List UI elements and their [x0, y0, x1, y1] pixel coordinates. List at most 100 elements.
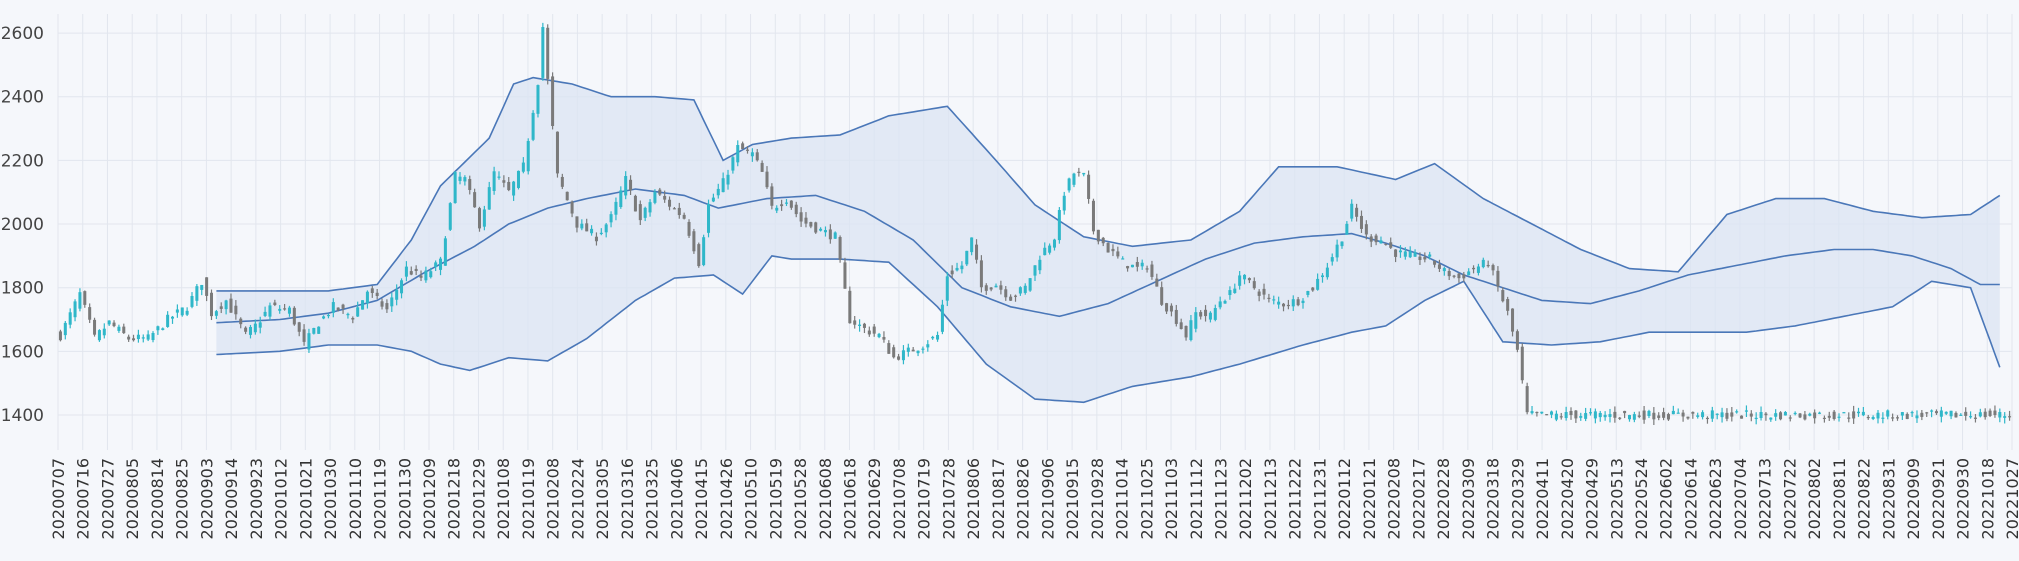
candle-body: [1067, 178, 1071, 191]
candle-body: [970, 237, 974, 253]
candle-body: [1009, 296, 1013, 301]
candle-body: [1179, 322, 1183, 329]
candle-body: [984, 285, 988, 291]
x-tick-label: 20220722: [1780, 458, 1799, 539]
candle-body: [833, 232, 837, 239]
x-tick-label: 20210817: [989, 458, 1008, 539]
candle-body: [1077, 171, 1081, 173]
x-tick-label: 20220930: [1954, 458, 1973, 539]
candle-body: [1111, 248, 1115, 252]
x-tick-label: 20201209: [420, 458, 439, 539]
candle-body: [1496, 270, 1500, 287]
x-tick-label: 20210426: [717, 458, 736, 539]
candle-body: [516, 170, 520, 188]
candle-body: [200, 284, 204, 290]
y-axis: 1400 1600 1800 2000 2200 2400 2600: [1, 24, 44, 426]
candle-body: [1437, 264, 1441, 269]
candle-body: [1715, 413, 1719, 415]
candle-body: [1359, 215, 1363, 229]
candle-body: [1013, 295, 1018, 297]
candle-body: [1160, 287, 1164, 305]
candle-body: [882, 336, 886, 340]
x-tick-label: 20200716: [74, 458, 93, 539]
candle-body: [1311, 287, 1315, 291]
candle-body: [1569, 410, 1573, 416]
candle-body: [1735, 411, 1739, 413]
candle-body: [950, 270, 954, 275]
candle-body: [1847, 417, 1851, 419]
x-tick-label: 20210415: [692, 458, 711, 539]
candle-body: [68, 312, 72, 325]
candle-body: [1783, 411, 1787, 416]
candle-body: [156, 326, 160, 331]
x-tick-label: 20210915: [1063, 458, 1082, 539]
candle-body: [2003, 416, 2007, 418]
candle-body: [867, 330, 871, 335]
candle-body: [1096, 229, 1100, 242]
candle-body: [760, 162, 764, 172]
candle-body: [229, 298, 233, 313]
x-tick-label: 20210316: [618, 458, 637, 539]
candle-body: [263, 311, 267, 316]
candle-body: [395, 289, 399, 300]
candle-body: [1481, 259, 1485, 268]
candle-body: [877, 333, 881, 338]
candle-body: [287, 307, 291, 314]
x-tick-label: 20210108: [494, 458, 513, 539]
candle-body: [78, 292, 82, 309]
candle-body: [736, 145, 740, 163]
candle-body: [1842, 412, 1846, 414]
candle-body: [931, 336, 935, 339]
candle-body: [1004, 289, 1008, 298]
x-tick-label: 20211231: [1310, 458, 1329, 539]
candle-body: [1491, 265, 1495, 271]
candle-body: [1949, 410, 1953, 417]
candle-body: [161, 328, 165, 330]
candle-body: [648, 202, 652, 213]
candle-body: [536, 85, 540, 114]
candle-body: [253, 323, 257, 333]
candle-body: [643, 207, 647, 218]
candle-body: [755, 152, 759, 161]
x-tick-label: 20220822: [1855, 458, 1874, 539]
candle-body: [1023, 285, 1027, 293]
candle-body: [1228, 290, 1232, 296]
candle-body: [1345, 223, 1349, 235]
candle-body: [1267, 297, 1271, 299]
candle-body: [1793, 412, 1797, 415]
x-tick-label: 20211123: [1212, 458, 1231, 539]
candle-body: [112, 322, 116, 327]
candle-body: [258, 322, 262, 328]
x-tick-label: 20220524: [1632, 458, 1651, 539]
x-tick-label: 20200707: [49, 458, 68, 539]
candle-body: [1199, 312, 1203, 317]
candle-body: [1540, 411, 1544, 414]
x-tick-label: 20211103: [1162, 458, 1181, 539]
candle-body: [1671, 410, 1675, 415]
candle-body: [1876, 412, 1880, 419]
y-tick-label: 2000: [1, 215, 44, 235]
candle-body: [999, 285, 1003, 290]
x-tick-label: 20220208: [1385, 458, 1404, 539]
candle-body: [677, 207, 681, 216]
candle-body: [1788, 417, 1792, 419]
candle-body: [1155, 278, 1159, 287]
candle-body: [175, 309, 179, 313]
candle-body: [317, 326, 321, 334]
candle-body: [1696, 415, 1700, 417]
candle-body: [1647, 410, 1651, 417]
candle-body: [497, 176, 501, 178]
candle-body: [687, 221, 691, 236]
candle-body: [1316, 278, 1320, 290]
candle-body: [979, 260, 983, 288]
candle-body: [828, 229, 832, 240]
candle-body: [341, 304, 345, 309]
y-tick-label: 2200: [1, 151, 44, 171]
candle-body: [887, 343, 891, 354]
candle-body: [906, 347, 910, 352]
candle-body: [599, 232, 603, 235]
candle-body: [1652, 412, 1656, 420]
candle-body: [804, 217, 808, 224]
candle-body: [1705, 417, 1709, 420]
candle-body: [180, 307, 184, 316]
